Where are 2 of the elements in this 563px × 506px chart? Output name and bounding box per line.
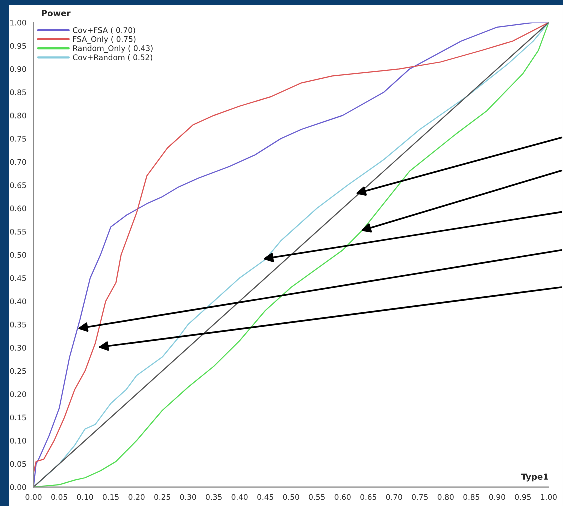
- x-axis-title: Type1: [521, 474, 548, 482]
- y-axis-title: Power: [42, 10, 71, 17]
